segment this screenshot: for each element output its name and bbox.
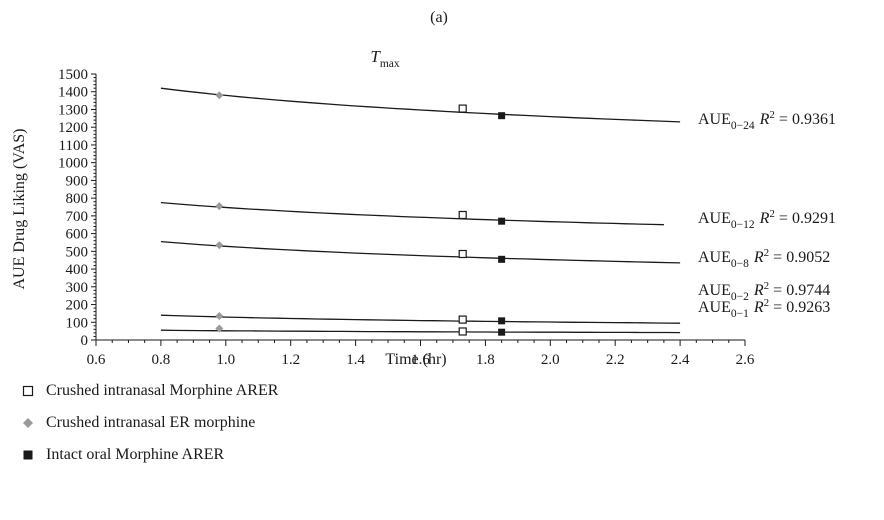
x-tick-label: 2.4 (671, 352, 690, 368)
curve-label: AUE0−2 R2 = 0.9744 (698, 280, 830, 303)
y-tick-label: 1200 (58, 120, 88, 136)
x-tick-label: 0.8 (152, 352, 171, 368)
x-tick-label: 2.6 (736, 352, 755, 368)
y-tick-label: 100 (66, 315, 89, 331)
data-points (215, 91, 506, 336)
filled-square-marker (498, 217, 506, 225)
curve-labels: AUE0−24 R2 = 0.9361 AUE0−12 R2 = 0.9291 AUE0… (698, 109, 836, 320)
curve-label: AUE0−1 R2 = 0.9263 (698, 297, 830, 320)
legend-item: Crushed intranasal ER morphine (20, 407, 278, 439)
legend-label: Crushed intranasal ER morphine (46, 414, 256, 431)
diamond-marker (215, 241, 224, 250)
axes: 0100200300400500600700800900100011001200… (58, 67, 755, 368)
fit-curve (160, 240, 681, 264)
diamond-marker (215, 91, 224, 100)
curve-label: AUE0−12 R2 = 0.9291 (698, 208, 836, 231)
x-tick-label: 1.8 (476, 352, 495, 368)
y-tick-label: 200 (66, 298, 89, 314)
y-tick-label: 1300 (58, 102, 88, 118)
chart-title: Tmax (370, 47, 400, 70)
open-square-icon (20, 383, 36, 399)
y-tick-label: 300 (66, 280, 89, 296)
y-axis-label: AUE Drug Liking (VAS) (11, 128, 28, 289)
open-square-marker (458, 327, 467, 336)
filled-square-icon (20, 447, 36, 463)
y-tick-label: 700 (66, 209, 89, 225)
open-square-marker (458, 315, 467, 324)
x-tick-label: 2.0 (541, 352, 560, 368)
fit-curve (160, 329, 681, 334)
diamond-icon (20, 415, 36, 431)
y-tick-label: 800 (66, 191, 89, 207)
x-tick-label: 2.2 (606, 352, 625, 368)
y-tick-label: 1100 (59, 138, 88, 154)
panel-label: (a) (430, 9, 448, 26)
y-tick-label: 400 (66, 262, 89, 278)
filled-square-marker (498, 317, 506, 325)
filled-square-marker (498, 112, 506, 120)
y-tick-label: 1500 (58, 67, 88, 83)
open-square-marker (458, 104, 467, 113)
x-tick-label: 1.2 (281, 352, 300, 368)
diamond-marker (215, 324, 224, 333)
diamond-marker (215, 202, 224, 211)
fit-curves (160, 87, 681, 334)
y-tick-label: 900 (66, 173, 89, 189)
fit-curve (160, 314, 681, 324)
y-tick-label: 1400 (58, 85, 88, 101)
curve-label: AUE0−8 R2 = 0.9052 (698, 247, 830, 270)
filled-square-marker (498, 328, 506, 336)
y-tick-label: 500 (66, 244, 89, 260)
x-tick-label: 1.0 (216, 352, 235, 368)
fit-curve (160, 87, 681, 123)
chart: (a) Tmax 0100200300400500600700800900100… (11, 9, 836, 368)
x-axis-label: Time (hr) (385, 351, 446, 368)
legend-label: Crushed intranasal Morphine ARER (46, 382, 279, 399)
x-tick-label: 1.4 (346, 352, 365, 368)
filled-square-marker (498, 255, 506, 263)
legend-item: Intact oral Morphine ARER (20, 439, 278, 471)
open-square-marker (458, 210, 467, 220)
legend: Crushed intranasal Morphine ARER Crushed … (20, 375, 278, 471)
y-tick-label: 0 (81, 333, 89, 349)
fit-curve (160, 201, 664, 226)
y-tick-label: 1000 (58, 156, 88, 172)
legend-item: Crushed intranasal Morphine ARER (20, 375, 278, 407)
y-tick-label: 600 (66, 227, 89, 243)
legend-label: Intact oral Morphine ARER (46, 446, 225, 463)
x-tick-label: 0.6 (87, 352, 106, 368)
open-square-marker (458, 249, 467, 259)
x-tick-label: 1.6 (411, 352, 430, 368)
diamond-marker (215, 312, 224, 321)
curve-label: AUE0−24 R2 = 0.9361 (698, 109, 836, 132)
